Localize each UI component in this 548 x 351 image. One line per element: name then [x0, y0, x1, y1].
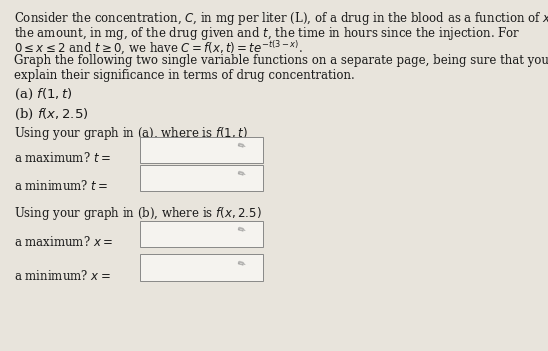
Text: (b) $f(x, 2.5)$: (b) $f(x, 2.5)$ [14, 107, 88, 122]
Text: a minimum? $t =$: a minimum? $t =$ [14, 179, 108, 193]
Text: ✏: ✏ [236, 225, 247, 237]
Text: ✏: ✏ [236, 258, 247, 270]
Text: Using your graph in (b), where is $f(x, 2.5)$: Using your graph in (b), where is $f(x, … [14, 205, 261, 222]
Text: ✏: ✏ [236, 168, 247, 180]
Text: Graph the following two single variable functions on a separate page, being sure: Graph the following two single variable … [14, 54, 548, 67]
Text: Consider the concentration, $C$, in mg per liter (L), of a drug in the blood as : Consider the concentration, $C$, in mg p… [14, 10, 548, 27]
Text: the amount, in mg, of the drug given and $t$, the time in hours since the inject: the amount, in mg, of the drug given and… [14, 25, 520, 41]
Text: explain their significance in terms of drug concentration.: explain their significance in terms of d… [14, 69, 355, 82]
FancyBboxPatch shape [140, 221, 263, 247]
FancyBboxPatch shape [140, 165, 263, 191]
Text: a maximum? $x =$: a maximum? $x =$ [14, 235, 113, 249]
Text: a minimum? $x =$: a minimum? $x =$ [14, 269, 110, 283]
Text: (a) $f(1, t)$: (a) $f(1, t)$ [14, 87, 72, 102]
FancyBboxPatch shape [140, 137, 263, 163]
Text: ✏: ✏ [236, 140, 247, 152]
Text: a maximum? $t =$: a maximum? $t =$ [14, 151, 110, 165]
Text: $0 \leq x \leq 2$ and $t \geq 0$, we have $C = f(x, t) = te^{-t(3-x)}$.: $0 \leq x \leq 2$ and $t \geq 0$, we hav… [14, 39, 302, 57]
FancyBboxPatch shape [140, 254, 263, 281]
Text: Using your graph in (a), where is $f(1, t)$: Using your graph in (a), where is $f(1, … [14, 125, 247, 142]
